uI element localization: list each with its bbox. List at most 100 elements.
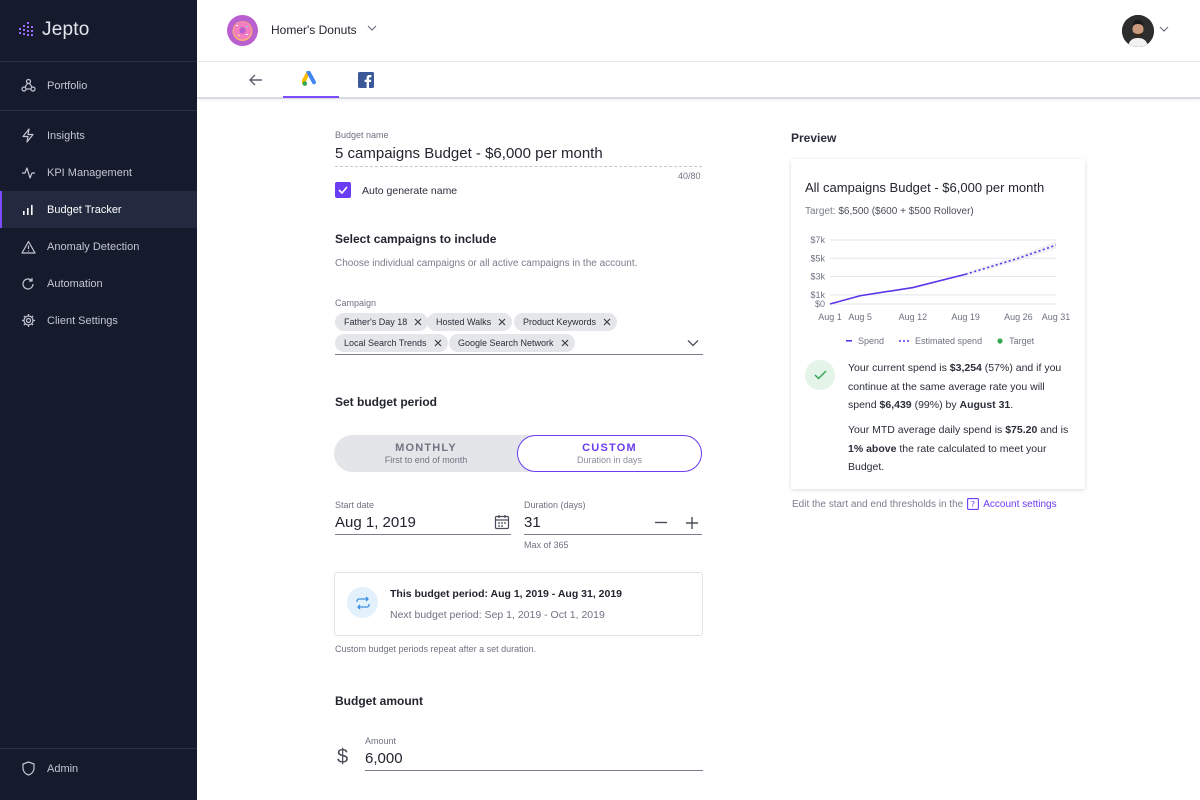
- google-ads-icon: [302, 71, 316, 86]
- sidebar-item-admin[interactable]: Admin: [0, 750, 197, 787]
- check-icon: [813, 370, 827, 380]
- sidebar-item-insights[interactable]: Insights: [0, 117, 197, 154]
- budget-name-input[interactable]: 5 campaigns Budget - $6,000 per month: [335, 145, 603, 162]
- footer-text: Edit the start and end thresholds in the: [792, 498, 964, 510]
- option-subtitle: First to end of month: [384, 455, 468, 465]
- campaign-chip[interactable]: Google Search Network: [449, 334, 575, 352]
- auto-generate-checkbox[interactable]: [335, 182, 351, 198]
- platform-tabs: [197, 62, 1200, 99]
- campaign-label: Campaign: [335, 298, 377, 308]
- legend-target: Target: [1009, 336, 1035, 346]
- chevron-down-icon[interactable]: [367, 24, 377, 32]
- divider: [0, 61, 197, 62]
- chart-legend: Spend Estimated spend Target: [846, 336, 1034, 346]
- period-this: This budget period: Aug 1, 2019 - Aug 31…: [390, 588, 623, 600]
- sidebar-item-portfolio[interactable]: Portfolio: [0, 67, 197, 104]
- budget-chart: $7k $5k $3k $1k$0 Aug 1 Aug 5 Aug 12 Aug 19 Aug …: [810, 235, 1070, 322]
- tab-facebook[interactable]: [352, 62, 380, 98]
- sidebar-item-label: Client Settings: [47, 314, 118, 327]
- period-next: Next budget period: Sep 1, 2019 - Oct 1,…: [390, 609, 605, 621]
- legend-spend: Spend: [858, 336, 885, 346]
- repeat-icon: [347, 587, 378, 618]
- campaign-chip[interactable]: Local Search Trends: [335, 334, 448, 352]
- legend-estimated-swatch: [899, 340, 910, 342]
- sidebar: Jepto Portfolio Insights KPI Management …: [0, 0, 197, 800]
- close-icon[interactable]: [601, 316, 613, 328]
- legend-spend-swatch: [846, 340, 852, 342]
- tab-google-ads[interactable]: [283, 62, 339, 98]
- amount-input[interactable]: 6,000: [365, 750, 403, 767]
- x-tick-label: Aug 1: [818, 312, 842, 322]
- char-count: 40/80: [678, 171, 701, 181]
- account-settings-link[interactable]: Account settings: [983, 498, 1057, 510]
- chip-label: Google Search Network: [458, 338, 554, 348]
- account-name[interactable]: Homer's Donuts: [271, 23, 357, 37]
- check-icon: [338, 186, 348, 194]
- daily-spend-summary: Your MTD average daily spend is $75.20 a…: [848, 424, 1069, 473]
- help-icon: ?: [967, 498, 980, 510]
- sidebar-item-label: Anomaly Detection: [47, 240, 140, 253]
- warning-icon: [20, 239, 36, 255]
- option-title: MONTHLY: [395, 442, 457, 454]
- shield-icon: [20, 761, 36, 777]
- user-avatar[interactable]: [1122, 15, 1154, 47]
- logo[interactable]: Jepto: [18, 19, 89, 41]
- calendar-icon[interactable]: [494, 514, 510, 530]
- preview-title: All campaigns Budget - $6,000 per month: [805, 180, 1045, 195]
- sidebar-item-kpi-management[interactable]: KPI Management: [0, 154, 197, 191]
- logo-text: Jepto: [42, 19, 90, 40]
- chevron-down-icon[interactable]: [687, 339, 699, 347]
- spend-line: [829, 273, 966, 305]
- close-icon[interactable]: [496, 316, 508, 328]
- y-tick-label: $1k: [810, 290, 825, 300]
- auto-generate-label: Auto generate name: [362, 185, 458, 197]
- period-toggle: MONTHLY First to end of month CUSTOM Dur…: [334, 435, 702, 472]
- sidebar-item-label: Portfolio: [47, 79, 88, 92]
- gear-icon: [20, 313, 36, 329]
- sidebar-item-label: Insights: [47, 129, 85, 142]
- duration-max: Max of 365: [524, 540, 569, 550]
- x-tick-label: Aug 5: [848, 312, 872, 322]
- minus-icon[interactable]: [654, 521, 668, 524]
- budget-name-label: Budget name: [335, 130, 389, 140]
- back-button[interactable]: [243, 62, 269, 98]
- close-icon[interactable]: [412, 316, 424, 328]
- duration-input[interactable]: 31: [524, 514, 541, 531]
- bar-chart-icon: [20, 202, 36, 218]
- close-icon[interactable]: [432, 337, 444, 349]
- refresh-icon: [20, 276, 36, 292]
- preview-card: [791, 159, 1085, 489]
- chip-label: Local Search Trends: [344, 338, 427, 348]
- chip-label: Product Keywords: [523, 317, 597, 327]
- y-tick-label: $3k: [810, 272, 825, 282]
- sidebar-item-automation[interactable]: Automation: [0, 265, 197, 302]
- period-summary: This budget period: Aug 1, 2019 - Aug 31…: [334, 572, 703, 636]
- lightning-icon: [20, 128, 36, 144]
- duration-underline: [524, 534, 702, 535]
- option-title: CUSTOM: [582, 442, 637, 454]
- top-bar: Homer's Donuts: [197, 0, 1200, 62]
- close-icon[interactable]: [559, 337, 571, 349]
- duration-label: Duration (days): [524, 500, 586, 510]
- sidebar-item-client-settings[interactable]: Client Settings: [0, 302, 197, 339]
- start-date-label: Start date: [335, 500, 375, 510]
- period-option-monthly[interactable]: MONTHLY First to end of month: [334, 435, 518, 472]
- start-date-input[interactable]: Aug 1, 2019: [335, 514, 416, 531]
- campaign-chip[interactable]: Product Keywords: [514, 313, 618, 331]
- budget-name-underline: [335, 166, 702, 167]
- chevron-down-icon[interactable]: [1159, 25, 1169, 33]
- sidebar-item-anomaly-detection[interactable]: Anomaly Detection: [0, 228, 197, 265]
- account-avatar[interactable]: [227, 15, 258, 46]
- campaign-chip[interactable]: Hosted Walks: [427, 313, 513, 331]
- target-prefix: Target:: [805, 206, 839, 217]
- facebook-icon: [358, 72, 374, 88]
- period-option-custom[interactable]: CUSTOM Duration in days: [517, 435, 702, 472]
- preview-heading: Preview: [791, 131, 837, 145]
- settings-footer: Edit the start and end thresholds in the…: [792, 498, 1057, 510]
- y-tick-label: $7k: [810, 235, 825, 245]
- campaigns-heading: Select campaigns to include: [335, 232, 497, 246]
- campaign-chip[interactable]: Father's Day 18: [335, 313, 429, 331]
- campaigns-help: Choose individual campaigns or all activ…: [335, 258, 638, 269]
- sidebar-item-budget-tracker[interactable]: Budget Tracker: [0, 191, 197, 228]
- plus-icon[interactable]: [685, 516, 699, 530]
